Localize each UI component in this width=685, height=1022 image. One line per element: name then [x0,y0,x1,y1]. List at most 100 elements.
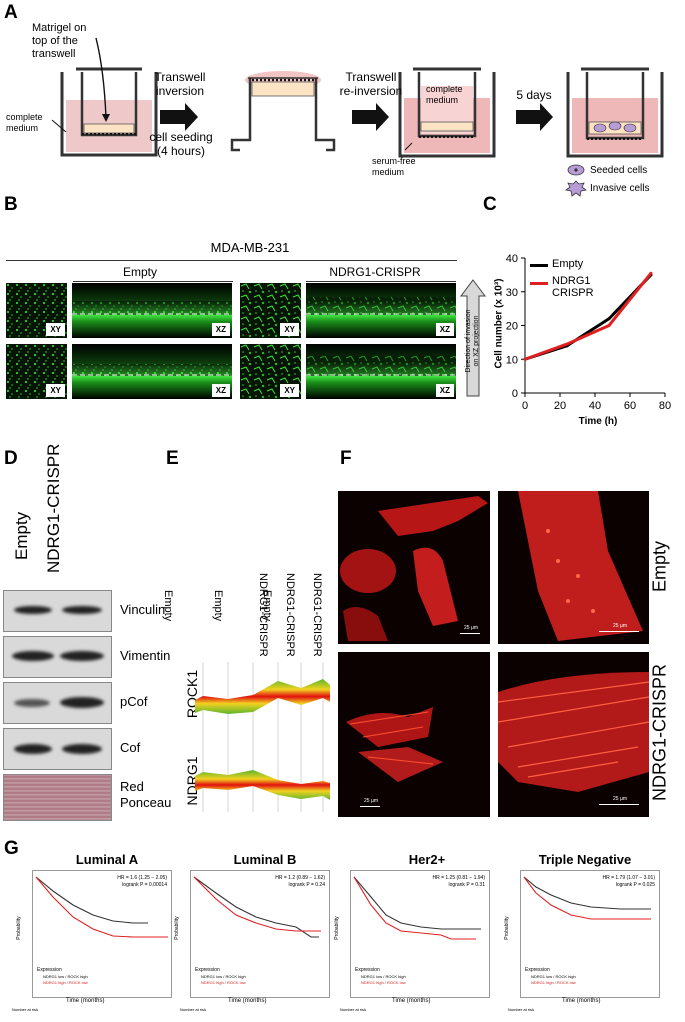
arrow-2-icon [352,103,389,131]
data-point [607,317,611,321]
confocal-empty-overview: 25 µm [338,491,490,644]
step1-top: Transwell inversion [154,70,206,98]
xz-crispr-1: XZ [306,283,456,338]
step2-top: Transwell re-inversion [339,70,403,98]
lane-crispr-label: NDRG1-CRISPR [44,443,63,573]
group2-rule [306,281,456,282]
confocal-crispr-overview: 25 µm [338,652,490,817]
col-label-1: Empty [162,590,174,622]
step3-label: 5 days [516,88,552,102]
xz-tag: XZ [435,384,454,397]
blot-label-cof: Cof [120,740,141,755]
km-xlabel-3: Time (months) [392,998,431,1004]
confocal-crispr-zoom: 25 µm [498,652,649,817]
invasion-direction-arrow-icon [460,279,486,397]
panel-g-label: G [4,838,19,859]
row-label-empty: Empty [649,541,670,593]
x-tick-label: 20 [554,400,566,412]
xy-crispr-1: XY [240,283,301,338]
blot-ponceau [3,774,112,821]
xy-empty-2: XY [6,344,67,399]
km-at-risk-2: Number at risk [180,1007,207,1012]
xz-empty-2: XZ [72,344,232,399]
km-at-risk-3: Number at risk [340,1007,367,1012]
expression-traces [195,662,330,812]
km-title-2: Luminal B [233,852,297,867]
col-label-6: NDRG1-CRISPR [311,573,323,657]
transwell-inverted [230,71,336,152]
km-plot-4: HR = 1.79 (1.07 − 3.01) logrank P = 0.02… [520,870,660,998]
km-ylabel-1: Probability [16,916,22,940]
blot-label-vimentin: Vimentin [120,648,171,663]
legend-seeded: Seeded cells [590,165,648,176]
group1-rule [73,281,233,282]
panel-b-label: B [4,194,18,215]
data-point [523,357,527,361]
legend-invasive: Invasive cells [590,183,650,194]
col-label-2: Empty [212,590,224,622]
panel-e-label: E [166,448,179,469]
invasion-arrow-text: Direction of invasion on XZ projection [465,309,480,373]
x-tick-label: 0 [522,400,528,412]
data-point [565,342,569,346]
y-tick-label: 10 [506,354,518,366]
chart-c-xlabel: Time (h) [578,416,618,427]
panel-b-rule [6,260,457,261]
confocal-empty-zoom: 25 µm [498,491,649,644]
serum-free-medium: serum-free medium [372,156,416,177]
invasive-cell-icon [565,180,587,197]
km-title-4: Triple Negative [538,852,632,867]
blot-vimentin [3,636,112,678]
km-xlabel-1: Time (months) [66,998,105,1004]
col-label-4: NDRG1-CRISPR [257,573,269,657]
xy-tag: XY [46,384,65,397]
rock1-trace [195,679,330,714]
arrow-1-icon [160,103,198,131]
km-title-3: Her2+ [408,852,446,867]
legend-empty-line [530,264,548,267]
legend-ndrg1: NDRG1 CRISPR [552,275,594,299]
ndrg1-trace [195,770,330,800]
legend-ndrg1-line [530,282,548,285]
chart-c-ylabel: Cell number (x 10³) [493,278,505,369]
y-tick-label: 40 [506,253,518,265]
xz-tag: XZ [211,384,230,397]
scale-label: 25 µm [613,623,627,629]
series-line-2 [524,272,653,361]
xy-tag: XY [280,384,299,397]
row-label-crispr: NDRG1-CRISPR [649,664,670,802]
complete-medium-inner: complete medium [426,84,463,105]
km-plot-1: HR = 1.6 (1.25 − 2.05) logrank P = 0.000… [32,870,172,998]
arrow-3-icon [516,103,553,131]
y-tick-label: 0 [512,388,518,400]
x-tick-label: 60 [624,400,636,412]
km-at-risk-1: Number at risk [12,1007,39,1012]
panel-a-schematic [51,37,664,197]
km-ylabel-3: Probability [334,916,340,940]
transwell-1 [51,37,158,157]
scale-label: 25 µm [613,796,627,802]
x-tick-label: 40 [589,400,601,412]
xy-tag: XY [280,323,299,336]
step1-bottom: cell seeding (4 hours) [149,130,213,158]
lane-empty-label: Empty [12,511,31,560]
blot-label-vinculin: Vinculin [120,602,166,617]
km-plot-2: HR = 1.2 (0.89 − 1.62) logrank P = 0.24 … [190,870,330,998]
panel-b-title: MDA-MB-231 [210,240,290,255]
transwell-3 [398,67,496,158]
legend-empty: Empty [552,258,584,270]
growth-chart: 0 10 20 30 40 0 20 40 60 80 [506,253,671,412]
panel-d-label: D [4,448,18,469]
col-label-5: NDRG1-CRISPR [284,573,296,657]
xz-empty-1: XZ [72,283,232,338]
km-plot-3: HR = 1.25 (0.81 − 1.94) logrank P = 0.31… [350,870,490,998]
panel-f-label: F [340,448,352,469]
xy-tag: XY [46,323,65,336]
matrigel-note: Matrigel on top of the transwell [32,22,87,60]
blot-vinculin [3,590,112,632]
blot-label-ponceau: Red Ponceau [120,779,172,810]
group1-label: Empty [122,265,157,279]
xy-crispr-2: XY [240,344,301,399]
xz-tag: XZ [211,323,230,336]
scale-label: 25 µm [364,798,378,804]
